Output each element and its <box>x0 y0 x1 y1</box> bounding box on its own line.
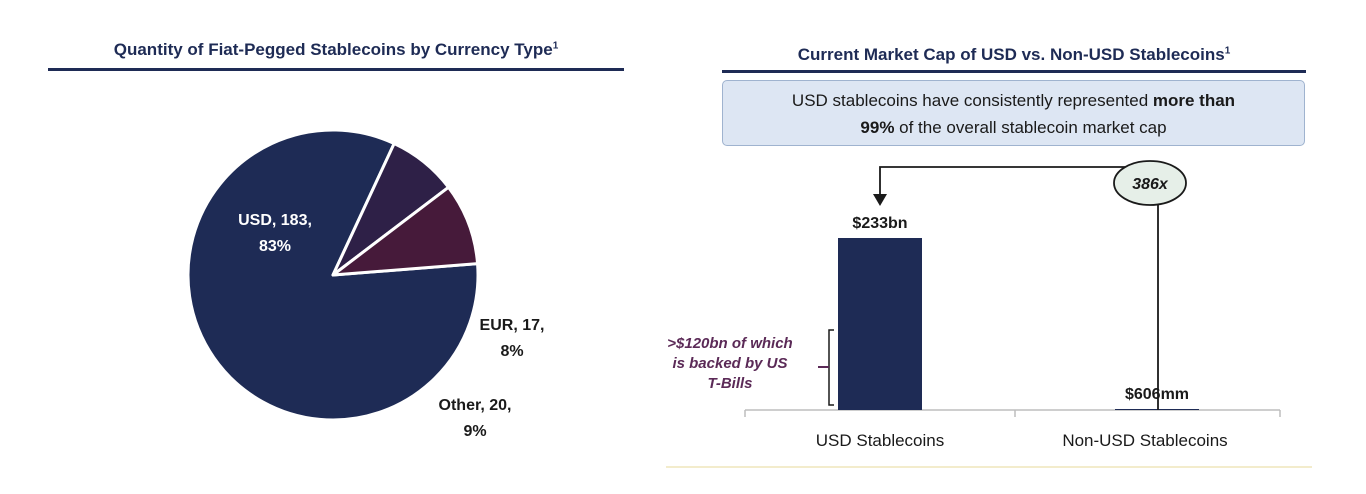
pie-label-eur: EUR, 17, 8% <box>480 317 545 360</box>
multiplier-connector <box>879 166 1159 410</box>
pie-label-other: Other, 20, 9% <box>439 397 512 440</box>
pie-slice-other <box>331 185 480 277</box>
right-title-rule <box>722 70 1306 73</box>
multiplier-label: 386x <box>1132 176 1169 193</box>
annotation-bracket <box>828 329 834 406</box>
category-label: USD Stablecoins <box>816 431 945 450</box>
tbill-annotation: >$120bn of which is backed by US T-Bills <box>667 335 793 392</box>
bar-chart-title: Current Market Cap of USD vs. Non-USD St… <box>797 45 1231 64</box>
bar-non-usd <box>1115 409 1199 410</box>
arrow-head-icon <box>873 194 887 206</box>
footer-rule <box>666 466 1312 468</box>
category-label: Non-USD Stablecoins <box>1062 431 1227 450</box>
left-title-rule <box>48 68 624 71</box>
bar-value-label: $606mm <box>1125 386 1189 403</box>
summary-callout: USD stablecoins have consistently repres… <box>722 80 1305 146</box>
multiplier-bubble <box>1113 160 1187 206</box>
pie-chart-title: Quantity of Fiat-Pegged Stablecoins by C… <box>113 40 559 59</box>
pie-label-usd: USD, 183, 83% <box>238 212 312 255</box>
bar-value-label: $233bn <box>852 215 907 232</box>
bar-usd <box>838 238 922 410</box>
